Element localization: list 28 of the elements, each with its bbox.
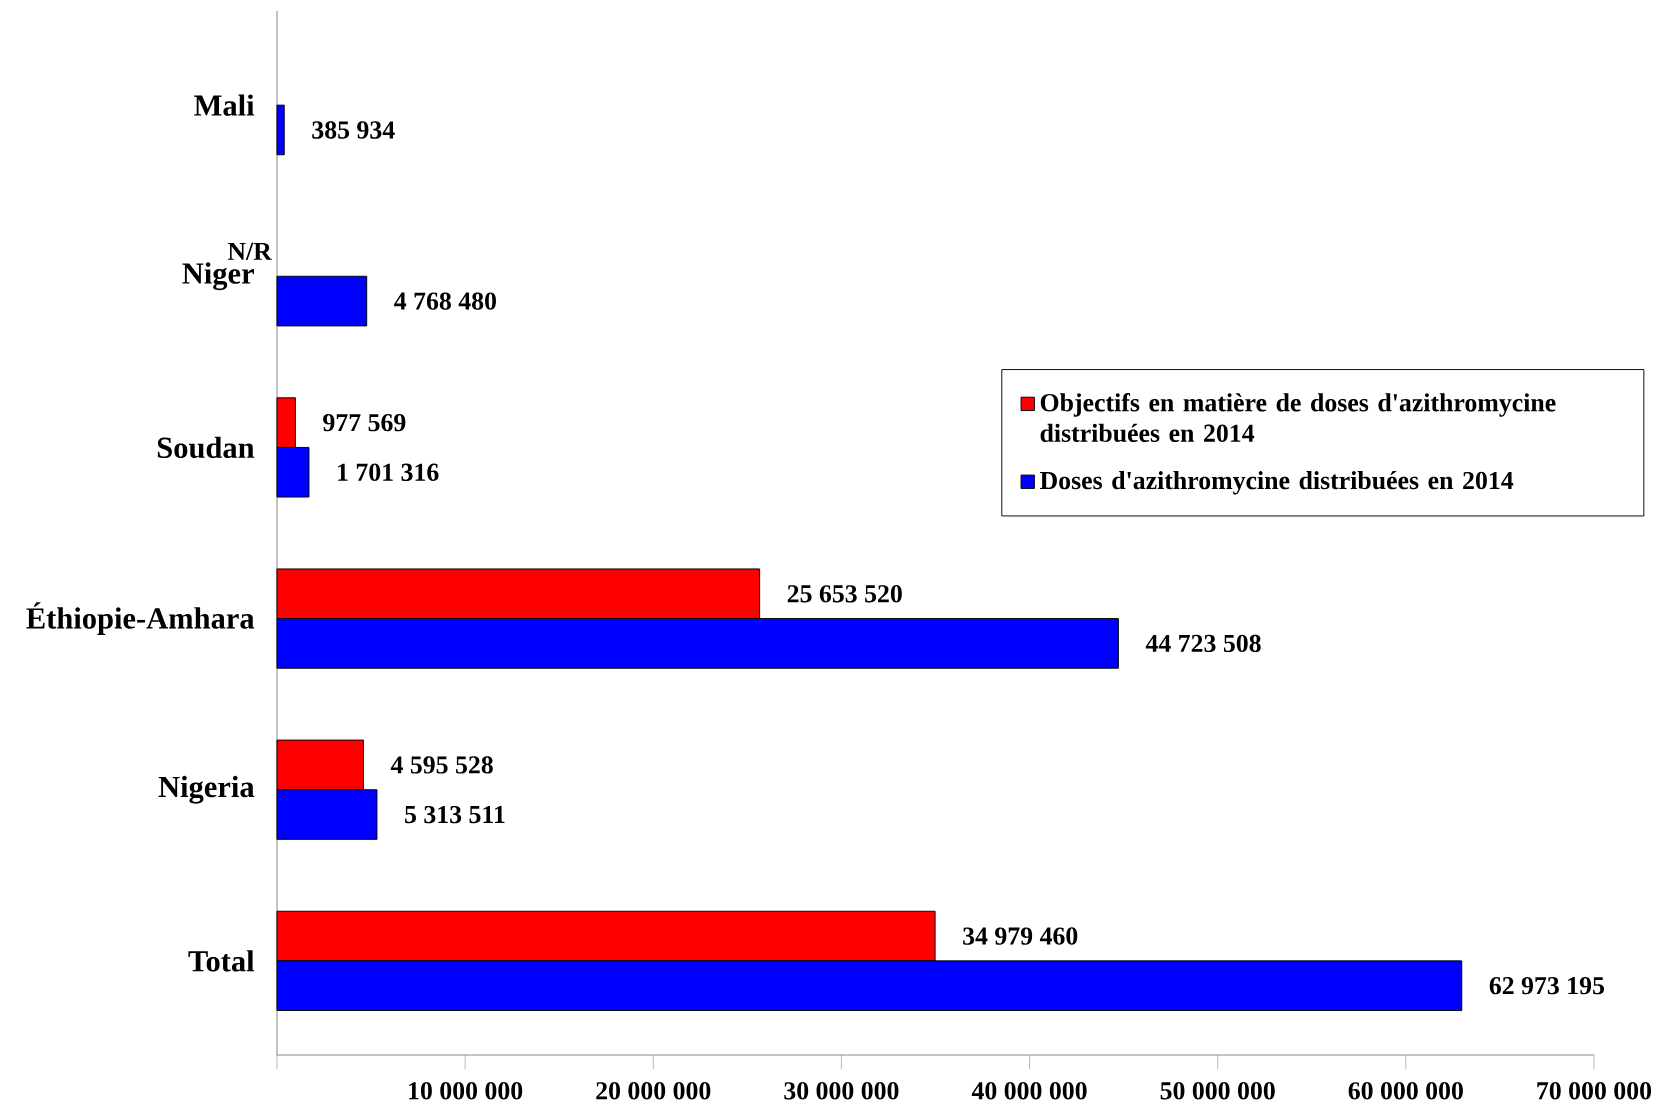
x-tick-label: 20 000 000	[596, 1081, 711, 1100]
y-tick-label: Mali	[194, 94, 255, 116]
data-label: 385 934	[312, 121, 395, 139]
legend-label: Objectifs en matière de doses d'azithromycine distribuées en 2014	[1040, 392, 1556, 442]
data-label: 62 973 195	[1489, 976, 1605, 995]
y-tick-label: Soudan	[157, 436, 255, 459]
data-label: 25 653 520	[787, 584, 902, 603]
x-tick-label: 40 000 000	[971, 1081, 1087, 1100]
x-tick-label: 70 000 000	[1537, 1081, 1652, 1100]
data-label: 5 313 511	[405, 805, 505, 824]
y-tick-label: Nigeria	[158, 775, 255, 804]
data-label: 34 979 460	[963, 927, 1078, 945]
y-tick-label: Niger	[182, 262, 254, 291]
x-tick-label: 60 000 000	[1348, 1081, 1463, 1100]
data-label: 4 768 480	[394, 292, 496, 310]
bar	[276, 275, 368, 327]
y-tick-label: Éthiopie-Amhara	[26, 602, 255, 635]
data-label: 1 701 316	[338, 463, 439, 481]
x-tick-label: 50 000 000	[1160, 1081, 1275, 1100]
data-label: 4 595 528	[390, 756, 493, 774]
x-tick-label: 10 000 000	[409, 1081, 523, 1100]
legend-label: Doses d'azithromycine distribuées en 2014	[1040, 470, 1514, 495]
bar	[276, 104, 285, 156]
data-label: 977 569	[323, 413, 406, 432]
text: N/R	[227, 242, 273, 260]
y-tick-label: Total	[188, 950, 255, 972]
data-label: 44 723 508	[1145, 634, 1261, 652]
x-tick-label: 30 000 000	[784, 1081, 899, 1100]
